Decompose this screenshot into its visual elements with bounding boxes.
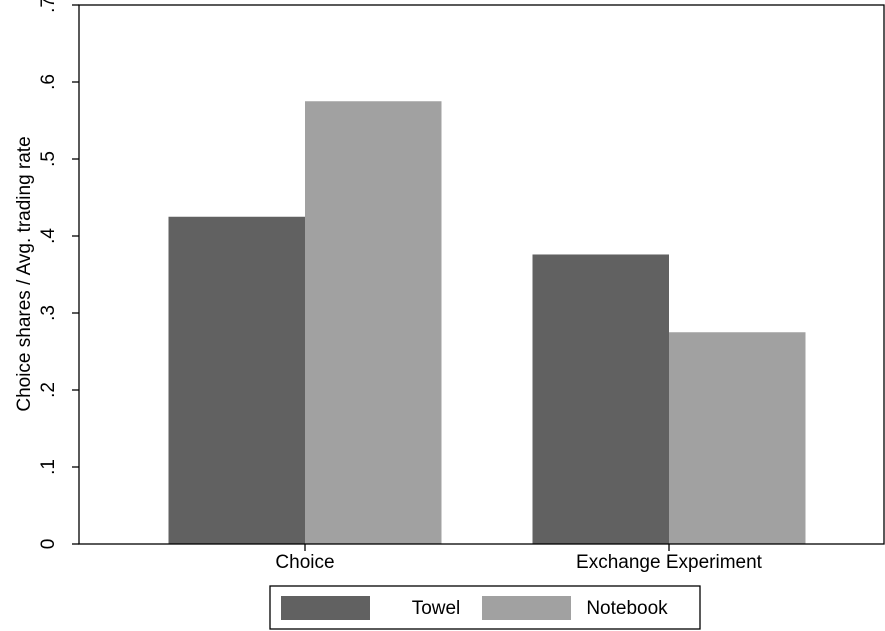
x-tick-label-exchange-experiment: Exchange Experiment: [576, 552, 763, 573]
y-axis-ticks: 0 .1 .2 .3 .4 .5 .6 .7: [38, 0, 79, 549]
y-tick-label: .3: [38, 305, 59, 321]
bar-towel-exchange-experiment: [532, 254, 669, 545]
y-tick-label: .5: [38, 151, 59, 167]
y-tick-label: .4: [38, 228, 59, 244]
plot-frame: [78, 4, 885, 545]
y-axis-title: Choice shares / Avg. trading rate: [14, 136, 35, 411]
bar-notebook-exchange-experiment: [669, 332, 806, 544]
y-tick-label: .1: [38, 459, 59, 475]
x-tick-label-choice: Choice: [275, 552, 334, 573]
legend-swatch-notebook: [482, 596, 571, 620]
bars-group: [168, 101, 806, 545]
bar-notebook-choice: [305, 101, 442, 544]
y-tick-label: .7: [38, 0, 59, 13]
legend-swatch-towel: [281, 596, 370, 620]
y-tick-label: .2: [38, 382, 59, 398]
legend: Towel Notebook: [269, 585, 701, 630]
x-axis-ticks: Choice Exchange Experiment: [275, 544, 763, 573]
legend-label-notebook: Notebook: [586, 598, 668, 619]
y-tick-label: 0: [38, 539, 59, 550]
legend-label-towel: Towel: [412, 598, 461, 619]
bar-towel-choice: [168, 216, 305, 544]
y-tick-label: .6: [38, 74, 59, 90]
